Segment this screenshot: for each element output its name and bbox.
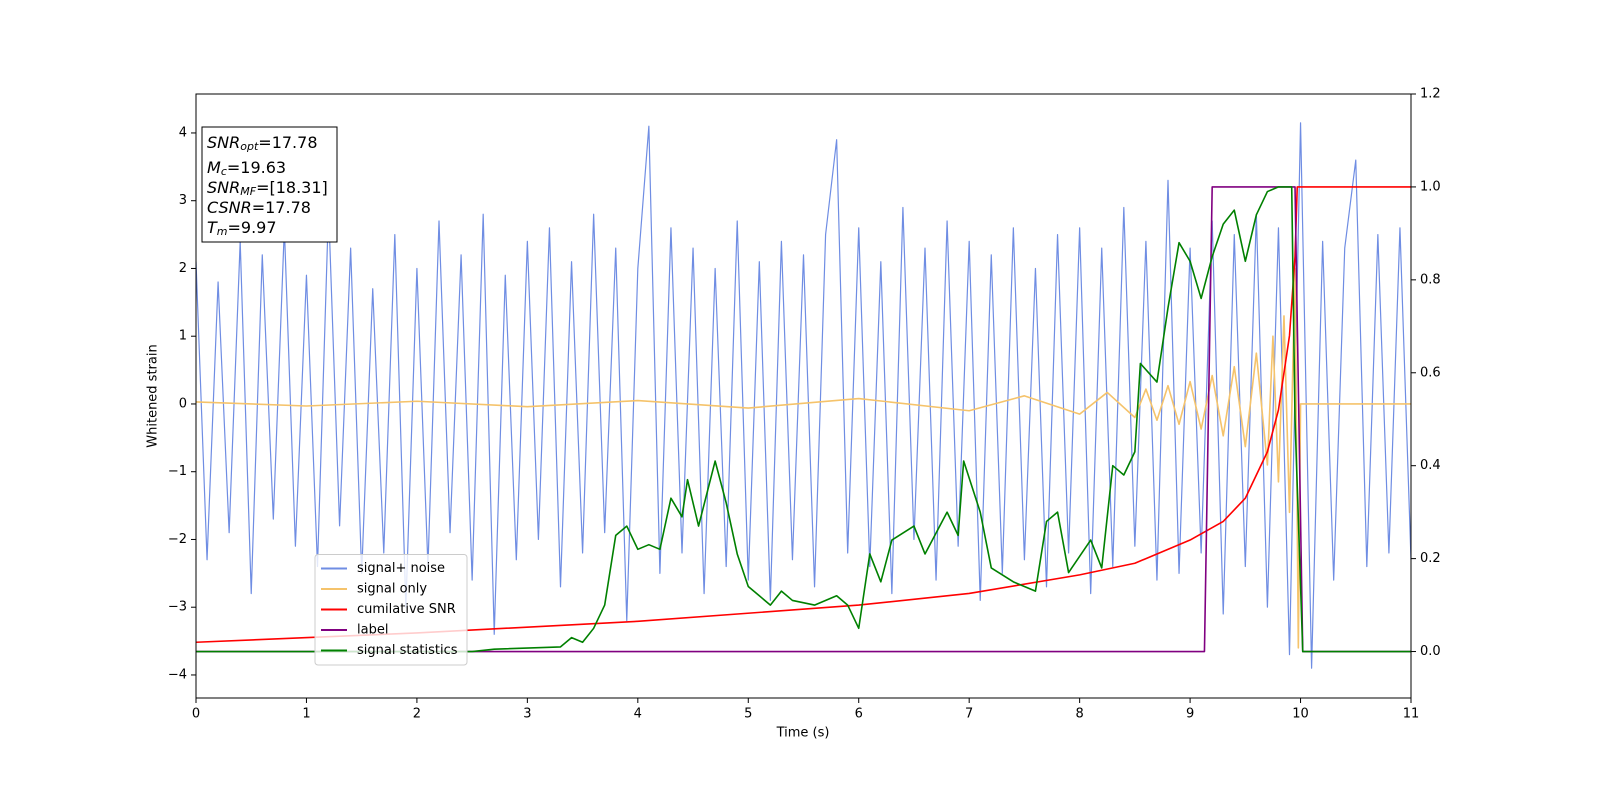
x-tick-label: 9 xyxy=(1186,707,1194,722)
plot-lines xyxy=(196,122,1411,669)
annotation-value: =9.97 xyxy=(228,218,277,237)
legend-label: signal+ noise xyxy=(357,561,445,576)
series-line xyxy=(196,267,1411,649)
annotation-name: CSNR xyxy=(207,198,252,217)
y2-tick-label: 1.0 xyxy=(1420,179,1441,194)
annotation-line: CSNR=17.78 xyxy=(207,198,311,217)
annotation-name: M xyxy=(207,158,221,177)
y-tick-label: −2 xyxy=(168,532,187,547)
legend: signal+ noise signal only cumilative SNR la… xyxy=(314,554,468,666)
annotation-line: SNRopt=17.78 xyxy=(207,133,318,154)
y2-tick-label: 0.6 xyxy=(1420,365,1441,380)
legend-label: signal only xyxy=(357,582,427,597)
annotation-sub: c xyxy=(221,165,227,178)
annotation-value: =17.78 xyxy=(258,133,317,152)
annotation-name: SNR xyxy=(207,133,240,152)
annotation-sub: m xyxy=(217,225,228,238)
annotation-value: =[18.31] xyxy=(256,178,328,197)
legend-box xyxy=(314,554,468,666)
y-axis-label: Whitened strain xyxy=(146,344,161,447)
y2-tick-label: 0.2 xyxy=(1420,551,1441,566)
annotation-line: SNRMF=[18.31] xyxy=(207,178,328,199)
y-tick-label: 0 xyxy=(179,396,187,411)
annotation-name: SNR xyxy=(207,178,240,197)
y2-tick-label: 1.2 xyxy=(1420,87,1441,102)
y2-tick-label: 0.4 xyxy=(1420,458,1441,473)
annotation-line: Mc=19.63 xyxy=(207,158,286,179)
annotation-value: =19.63 xyxy=(227,158,286,177)
y-tick-label: −3 xyxy=(168,600,187,615)
annotation-line: Tm=9.97 xyxy=(207,218,277,239)
y-tick-label: −1 xyxy=(168,464,187,479)
x-tick-label: 3 xyxy=(523,707,531,722)
y-tick-label: 4 xyxy=(179,125,187,140)
y2-tick-label: 0.0 xyxy=(1420,644,1441,659)
series-line xyxy=(196,122,1411,669)
x-tick-label: 6 xyxy=(855,707,863,722)
legend-label: cumilative SNR xyxy=(357,602,456,617)
annotation-value: =17.78 xyxy=(252,198,311,217)
x-tick-label: 1 xyxy=(302,707,310,722)
annotation-box xyxy=(201,126,338,243)
x-tick-label: 11 xyxy=(1403,707,1420,722)
annotation-name: T xyxy=(207,218,218,237)
legend-label: label xyxy=(357,623,388,638)
x-tick-label: 8 xyxy=(1075,707,1083,722)
annotation-sub: opt xyxy=(240,140,259,153)
x-tick-label: 4 xyxy=(634,707,642,722)
y-tick-label: 1 xyxy=(179,329,187,344)
x-axis-label: Time (s) xyxy=(776,726,830,741)
x-tick-label: 2 xyxy=(413,707,421,722)
annotation: SNRopt=17.78Mc=19.63SNRMF=[18.31]CSNR=17… xyxy=(201,126,338,243)
x-tick-label: 0 xyxy=(192,707,200,722)
plot-frame xyxy=(195,93,1412,699)
y2-tick-label: 0.8 xyxy=(1420,272,1441,287)
y-tick-label: 2 xyxy=(179,261,187,276)
annotation-sub: MF xyxy=(240,185,256,198)
axes: 0 1 2 3 4 5 6 7 8 9 10 11 −4 −3 −2 −1 0 1 2 3 4 0.0 0.2 0.4 0.6 0… xyxy=(168,87,1441,722)
x-tick-label: 10 xyxy=(1292,707,1309,722)
series-line xyxy=(196,186,1411,653)
legend-label: signal statistics xyxy=(357,643,458,658)
y-tick-label: −4 xyxy=(168,667,187,682)
x-tick-label: 5 xyxy=(744,707,752,722)
y-tick-label: 3 xyxy=(179,193,187,208)
x-tick-label: 7 xyxy=(965,707,973,722)
